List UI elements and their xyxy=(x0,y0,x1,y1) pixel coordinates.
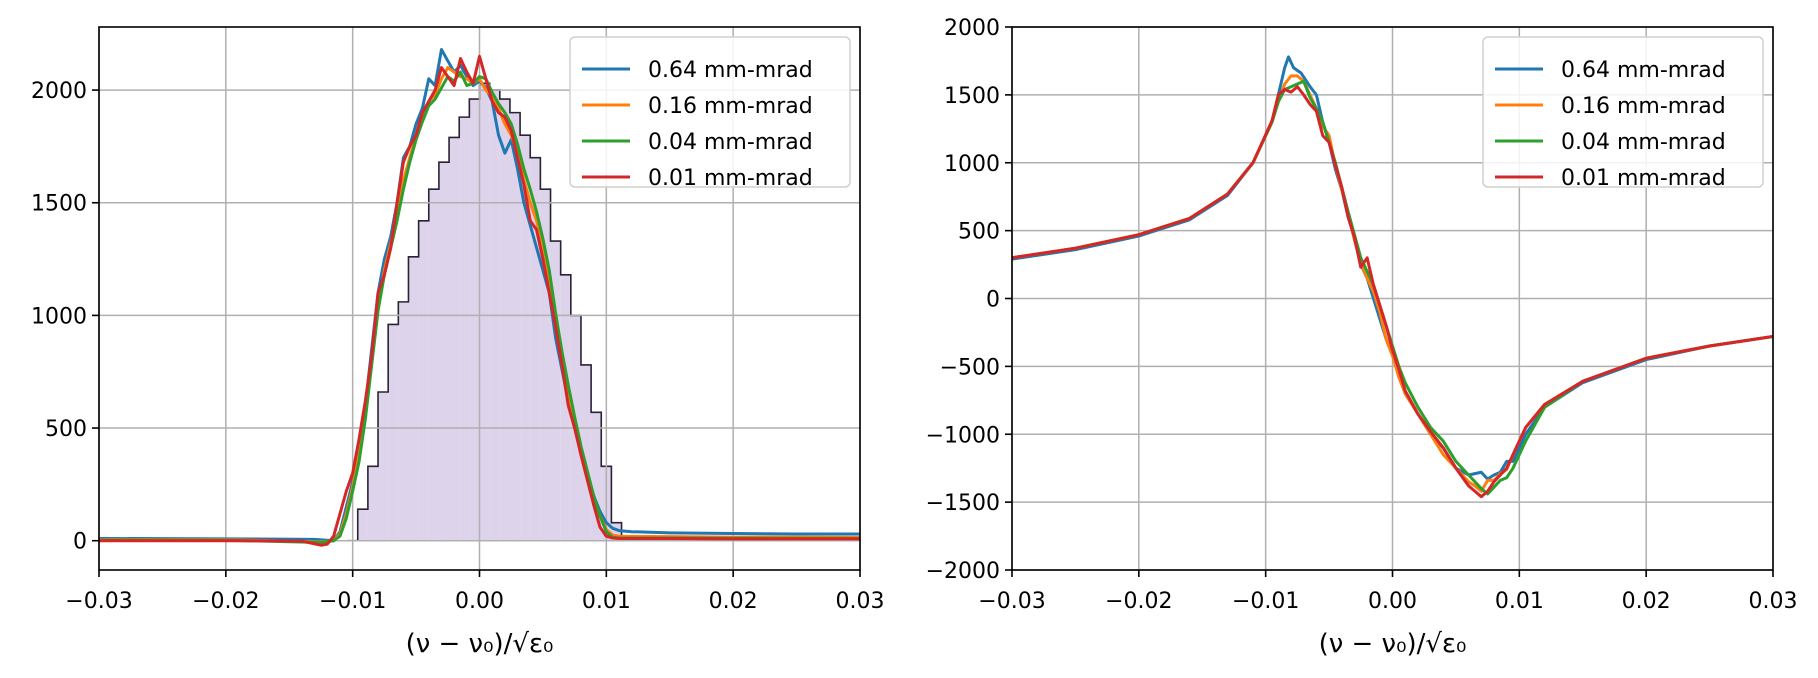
legend: 0.64 mm-mrad 0.16 mm-mrad 0.04 mm-mrad 0.01… xyxy=(569,36,851,191)
histogram-bin xyxy=(550,241,561,541)
x-tick-label: −0.03 xyxy=(65,589,132,614)
x-axis-label: (ν − ν₀)/√ε₀ xyxy=(406,629,554,659)
y-tick-label: 1000 xyxy=(31,304,87,329)
x-tick-label: −0.01 xyxy=(319,589,386,614)
y-axis: −2000 −1500 −1000 −500 0 500 1000 1500 2000 xyxy=(926,16,1012,584)
legend-label: 0.01 mm-mrad xyxy=(1561,166,1726,191)
histogram-bin xyxy=(459,117,470,541)
series-lines xyxy=(1012,55,1773,499)
legend-box xyxy=(569,36,851,188)
x-axis: −0.03 −0.02 −0.01 0.00 0.01 0.02 0.03 xyxy=(978,570,1797,614)
histogram-bin xyxy=(398,301,409,541)
series-line-4 xyxy=(99,54,860,547)
series-lines xyxy=(99,48,860,547)
series-line-3 xyxy=(99,70,860,545)
histogram-bin xyxy=(367,466,379,541)
histogram-bin xyxy=(469,99,480,541)
y-tick-label: 0 xyxy=(986,288,1000,313)
histogram-bin xyxy=(591,412,602,541)
y-tick-label: −1000 xyxy=(926,423,1000,448)
legend-label: 0.16 mm-mrad xyxy=(1561,94,1726,119)
histogram-bin xyxy=(408,256,419,541)
legend-box xyxy=(1482,36,1764,188)
legend-label: 0.01 mm-mrad xyxy=(648,166,813,191)
x-tick-label: −0.02 xyxy=(192,589,259,614)
y-axis: 0 500 1000 1500 2000 xyxy=(31,79,99,555)
histogram-bin xyxy=(418,220,429,541)
x-axis-label: (ν − ν₀)/√ε₀ xyxy=(1319,629,1467,659)
histogram-bin xyxy=(540,189,551,541)
y-tick-label: 500 xyxy=(45,417,87,442)
legend: 0.64 mm-mrad 0.16 mm-mrad 0.04 mm-mrad 0.01… xyxy=(1482,36,1764,191)
histogram-bin xyxy=(378,392,389,541)
x-axis: −0.03 −0.02 −0.01 0.00 0.01 0.02 0.03 xyxy=(65,570,884,614)
histogram-bin xyxy=(509,112,521,541)
histogram-bin xyxy=(611,522,622,541)
x-tick-label: −0.01 xyxy=(1232,589,1299,614)
y-tick-label: 2000 xyxy=(944,16,1000,41)
y-tick-label: −2000 xyxy=(926,559,1000,584)
histogram-bin xyxy=(357,509,368,541)
y-tick-label: 1500 xyxy=(944,84,1000,109)
chart-panel-2: −0.03 −0.02 −0.01 0.00 0.01 0.02 0.03 −2000 −150… xyxy=(926,16,1798,659)
y-tick-label: −500 xyxy=(940,355,1000,380)
y-tick-label: 2000 xyxy=(31,79,87,104)
x-tick-label: 0.03 xyxy=(1749,589,1798,614)
legend-label: 0.04 mm-mrad xyxy=(648,130,813,155)
histogram-bin xyxy=(520,135,531,541)
histogram-bin xyxy=(428,189,439,541)
legend-label: 0.64 mm-mrad xyxy=(648,58,813,83)
histogram-bin xyxy=(449,137,460,541)
y-tick-label: 0 xyxy=(73,530,87,555)
y-tick-label: 500 xyxy=(958,220,1000,245)
series-line-1 xyxy=(1012,55,1773,481)
histogram-bin xyxy=(479,83,490,541)
legend-label: 0.16 mm-mrad xyxy=(648,94,813,119)
x-tick-label: 0.02 xyxy=(709,589,758,614)
histogram-bin xyxy=(438,162,450,541)
x-tick-label: 0.02 xyxy=(1622,589,1671,614)
x-tick-label: −0.02 xyxy=(1105,589,1172,614)
x-tick-label: 0.01 xyxy=(582,589,631,614)
x-tick-label: 0.00 xyxy=(455,589,504,614)
legend-label: 0.64 mm-mrad xyxy=(1561,58,1726,83)
histogram-bin xyxy=(530,157,541,541)
x-tick-label: 0.00 xyxy=(1368,589,1417,614)
histogram-bin xyxy=(499,99,510,541)
series-line-4 xyxy=(1012,85,1773,499)
y-tick-label: 1500 xyxy=(31,192,87,217)
x-tick-label: −0.03 xyxy=(978,589,1045,614)
y-tick-label: −1500 xyxy=(926,491,1000,516)
x-tick-label: 0.03 xyxy=(836,589,885,614)
legend-label: 0.04 mm-mrad xyxy=(1561,130,1726,155)
histogram-bin xyxy=(388,324,399,541)
y-tick-label: 1000 xyxy=(944,152,1000,177)
chart-panel-1: −0.03 −0.02 −0.01 0.00 0.01 0.02 0.03 0 500 1000 1… xyxy=(31,26,884,659)
x-tick-label: 0.01 xyxy=(1495,589,1544,614)
histogram-bin xyxy=(580,364,592,541)
histogram-bin xyxy=(560,274,571,541)
